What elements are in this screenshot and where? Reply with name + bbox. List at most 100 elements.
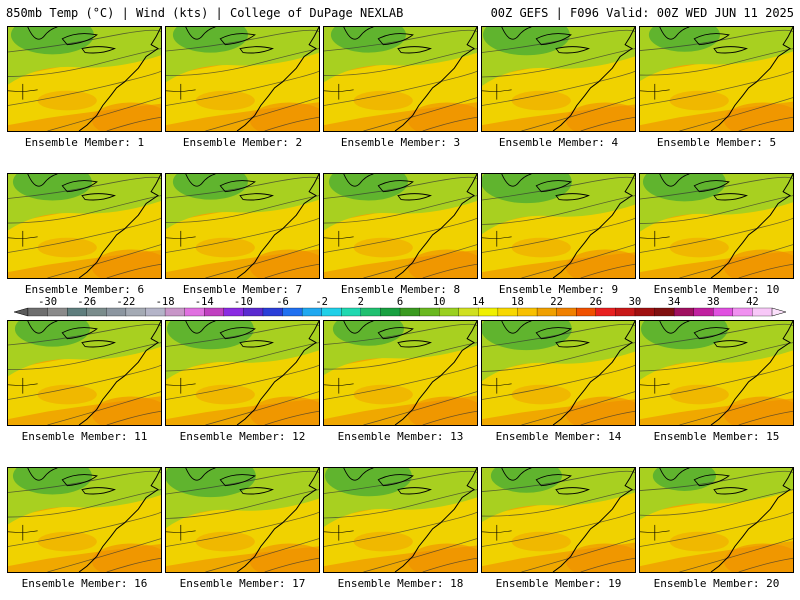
colorbar-segment	[595, 307, 616, 317]
colorbar-tick-label: 34	[668, 296, 681, 308]
colorbar-tick-label: -6	[276, 296, 289, 308]
colorbar-segment	[86, 307, 107, 317]
ensemble-member-label: Ensemble Member: 4	[498, 136, 619, 149]
ensemble-member-label: Ensemble Member: 17	[179, 577, 306, 590]
ensemble-map-panel	[165, 320, 320, 426]
ensemble-member-label: Ensemble Member: 2	[182, 136, 303, 149]
ensemble-map-panel	[7, 26, 162, 132]
colorbar-tick-label: 14	[472, 296, 485, 308]
colorbar-segment	[556, 307, 577, 317]
colorbar-tick-label: -2	[315, 296, 328, 308]
ensemble-member-label: Ensemble Member: 3	[340, 136, 461, 149]
colorbar-right-arrow	[771, 307, 786, 317]
ensemble-map-panel	[323, 173, 478, 279]
ensemble-member-label: Ensemble Member: 13	[337, 430, 464, 443]
ensemble-map-panel	[481, 320, 636, 426]
colorbar-segment	[67, 307, 88, 317]
colorbar-segment	[282, 307, 303, 317]
colorbar-tick-label: 26	[589, 296, 602, 308]
colorbar-segment	[106, 307, 127, 317]
colorbar-tick-label: 38	[707, 296, 720, 308]
colorbar-tick-label: -22	[116, 296, 135, 308]
temperature-colorbar: -30 -26 -22 -18 -14 -10 -6 -2 2 6 10 14 18 22 26 30 34 38…	[14, 296, 786, 317]
ensemble-map-panel	[639, 320, 794, 426]
ensemble-member-label: Ensemble Member: 9	[498, 283, 619, 296]
colorbar-segment	[164, 307, 186, 317]
colorbar-segment	[321, 307, 342, 317]
colorbar-segment	[497, 307, 518, 317]
colorbar-segment	[399, 307, 421, 317]
colorbar-segment	[243, 307, 264, 317]
colorbar-segment	[615, 307, 636, 317]
ensemble-member-label: Ensemble Member: 6	[24, 283, 145, 296]
colorbar-tick-label: 30	[629, 296, 642, 308]
ensemble-map-panel	[165, 26, 320, 132]
ensemble-map-panel	[165, 467, 320, 573]
colorbar-tick-label: 10	[433, 296, 446, 308]
colorbar-segment	[145, 307, 166, 317]
ensemble-member-label: Ensemble Member: 7	[182, 283, 303, 296]
ensemble-map-panel	[7, 467, 162, 573]
colorbar-segment	[27, 307, 49, 317]
ensemble-map-panel	[7, 173, 162, 279]
run-valid-time: 00Z GEFS | F096 Valid: 00Z WED JUN 11 20…	[490, 6, 794, 20]
colorbar-segment	[301, 307, 323, 317]
colorbar-segment	[576, 307, 597, 317]
ensemble-member-label: Ensemble Member: 1	[24, 136, 145, 149]
colorbar-tick-label: -18	[156, 296, 175, 308]
colorbar-tick-label: 2	[358, 296, 364, 308]
ensemble-map-panel	[639, 26, 794, 132]
ensemble-member-label: Ensemble Member: 11	[21, 430, 148, 443]
colorbar-segment	[47, 307, 68, 317]
ensemble-member-label: Ensemble Member: 16	[21, 577, 148, 590]
ensemble-member-label: Ensemble Member: 20	[653, 577, 780, 590]
ensemble-map-panel	[481, 173, 636, 279]
colorbar-segment	[204, 307, 225, 317]
colorbar-segment	[458, 307, 479, 317]
ensemble-member-label: Ensemble Member: 15	[653, 430, 780, 443]
ensemble-map-panel	[639, 467, 794, 573]
colorbar-segment	[478, 307, 499, 317]
colorbar-tick-label: -26	[77, 296, 96, 308]
ensemble-member-label: Ensemble Member: 8	[340, 283, 461, 296]
ensemble-map-panel	[165, 173, 320, 279]
colorbar-segment	[732, 307, 753, 317]
colorbar-segment	[125, 307, 146, 317]
ensemble-map-panel	[639, 173, 794, 279]
colorbar-segment	[654, 307, 675, 317]
colorbar-tick-label: 18	[511, 296, 524, 308]
colorbar-segment	[713, 307, 734, 317]
ensemble-map-panel	[481, 467, 636, 573]
ensemble-member-label: Ensemble Member: 5	[656, 136, 777, 149]
ensemble-member-label: Ensemble Member: 18	[337, 577, 464, 590]
colorbar-segment	[223, 307, 244, 317]
colorbar-segment	[262, 307, 283, 317]
colorbar-segment	[419, 307, 440, 317]
colorbar-segment	[184, 307, 205, 317]
colorbar-segment	[536, 307, 558, 317]
ensemble-member-label: Ensemble Member: 10	[653, 283, 780, 296]
ensemble-map-panel	[481, 26, 636, 132]
colorbar-tick-label: -10	[234, 296, 253, 308]
colorbar-segment	[360, 307, 381, 317]
colorbar-segment	[517, 307, 538, 317]
ensemble-member-label: Ensemble Member: 19	[495, 577, 622, 590]
map-title: 850mb Temp (°C) | Wind (kts) | College o…	[6, 6, 404, 20]
colorbar-segment	[439, 307, 460, 317]
colorbar-segment	[673, 307, 695, 317]
ensemble-map-panel	[323, 26, 478, 132]
colorbar-segment	[693, 307, 714, 317]
colorbar-segment	[752, 307, 773, 317]
colorbar-left-arrow	[14, 307, 29, 317]
colorbar-segment	[341, 307, 362, 317]
colorbar-tick-label: 22	[550, 296, 563, 308]
colorbar-tick-label: 42	[746, 296, 759, 308]
colorbar-tick-label: 6	[397, 296, 403, 308]
ensemble-member-label: Ensemble Member: 14	[495, 430, 622, 443]
colorbar-tick-label: -14	[195, 296, 214, 308]
ensemble-member-label: Ensemble Member: 12	[179, 430, 306, 443]
ensemble-map-panel	[7, 320, 162, 426]
ensemble-map-panel	[323, 320, 478, 426]
colorbar-segment	[634, 307, 655, 317]
ensemble-map-panel	[323, 467, 478, 573]
